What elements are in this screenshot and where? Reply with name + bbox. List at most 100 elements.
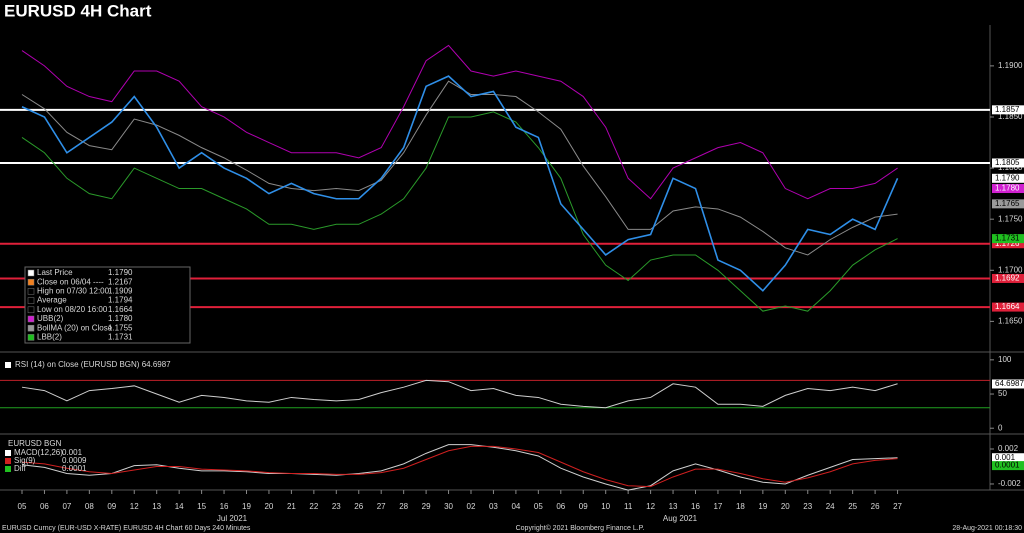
legend-label: BollMA (20) on Close	[37, 323, 113, 332]
legend-swatch	[5, 450, 11, 456]
x-tick-label: 28	[399, 502, 408, 511]
legend-value: 1.1755	[108, 323, 133, 332]
x-tick-label: 21	[287, 502, 296, 511]
series-line	[21, 75, 899, 292]
x-tick-label: 30	[444, 502, 453, 511]
x-tick-label: 20	[264, 502, 273, 511]
price-marker	[992, 173, 1024, 183]
legend-label: UBB(2)	[37, 314, 64, 323]
series-line	[21, 80, 898, 256]
legend-swatch	[27, 288, 35, 295]
x-tick-label: 11	[624, 502, 633, 511]
series-line	[21, 111, 898, 312]
y-tick-label: 1.1650	[998, 316, 1023, 325]
price-marker	[992, 234, 1024, 244]
legend-swatch	[27, 324, 35, 332]
legend-value: 0.001	[62, 448, 83, 457]
x-tick-label: 24	[826, 502, 835, 511]
level-box	[992, 105, 1024, 115]
price-marker	[992, 379, 1024, 389]
level-label: 1.1692	[995, 274, 1020, 283]
y-tick-label: 50	[998, 389, 1007, 398]
panel-title: RSI (14) on Close (EURUSD BGN) 64.6987	[15, 360, 171, 369]
x-tick-label: 06	[556, 502, 565, 511]
x-tick-label: 13	[669, 502, 678, 511]
panel-title: EURUSD BGN	[8, 439, 62, 448]
x-tick-label: 20	[781, 502, 790, 511]
x-tick-label: 27	[377, 502, 386, 511]
legend-box	[24, 266, 191, 344]
level-box	[992, 302, 1024, 312]
price-marker	[992, 461, 1024, 471]
legend-swatch	[27, 334, 35, 341]
footer: 28-Aug-2021 00:18:30	[952, 525, 1022, 532]
x-tick-label: 26	[871, 502, 880, 511]
y-tick-label: -0.002	[998, 479, 1021, 488]
x-tick-label: 10	[601, 502, 610, 511]
footer: Copyright© 2021 Bloomberg Finance L.P.	[516, 524, 645, 532]
series-line	[21, 445, 898, 488]
month-label: Jul 2021	[217, 514, 248, 523]
legend-label: High on 07/30 12:00	[37, 287, 110, 296]
legend-value: 1.1794	[108, 296, 133, 305]
level-box	[992, 158, 1024, 168]
legend-value: 1.1664	[108, 305, 133, 314]
legend-label: Average	[37, 296, 67, 305]
level-box	[992, 239, 1024, 249]
legend-label: LBB(2)	[37, 333, 62, 342]
legend-swatch	[5, 466, 11, 472]
y-tick-label: 100	[998, 355, 1012, 364]
legend-value: 1.1790	[108, 268, 133, 277]
x-tick-label: 04	[511, 502, 520, 511]
x-tick-label: 17	[713, 502, 722, 511]
level-label: 1.1805	[995, 158, 1020, 167]
price-marker	[992, 199, 1024, 209]
price-marker	[992, 453, 1024, 463]
legend-value: 0.0009	[62, 456, 87, 465]
x-tick-label: 18	[736, 502, 745, 511]
legend-swatch	[27, 269, 35, 277]
level-box	[992, 273, 1024, 283]
chart-title: EURUSD 4H Chart	[4, 1, 152, 20]
legend-value: 1.1780	[108, 314, 133, 323]
marker-label: 1.1790	[995, 173, 1020, 182]
x-tick-label: 15	[197, 502, 206, 511]
marker-label: 1.1731	[995, 234, 1020, 243]
x-tick-label: 25	[848, 502, 857, 511]
footer: EURUSD Curncy (EUR-USD X-RATE) EURUSD 4H…	[2, 525, 251, 532]
legend-swatch	[5, 458, 11, 464]
x-tick-label: 06	[40, 502, 49, 511]
y-tick-label: 1.1850	[998, 112, 1023, 121]
legend-swatch	[5, 362, 11, 368]
series-line	[21, 379, 898, 409]
legend-value: 0.0001	[62, 464, 87, 473]
x-tick-label: 19	[758, 502, 767, 511]
x-tick-label: 08	[85, 502, 94, 511]
legend-value: 1.1731	[108, 333, 133, 342]
marker-label: 1.1765	[995, 199, 1020, 208]
level-label: 1.1664	[995, 302, 1020, 311]
x-tick-label: 12	[646, 502, 655, 511]
y-tick-label: 1.1750	[998, 214, 1023, 223]
legend-label: Close on 06/04 ----	[37, 277, 104, 286]
y-tick-label: 1.1900	[998, 61, 1023, 70]
legend-swatch	[27, 278, 35, 286]
x-tick-label: 29	[422, 502, 431, 511]
x-tick-label: 05	[534, 502, 543, 511]
x-tick-label: 27	[893, 502, 902, 511]
x-tick-label: 16	[220, 502, 229, 511]
x-tick-label: 19	[242, 502, 251, 511]
x-tick-label: 16	[691, 502, 700, 511]
x-tick-label: 22	[309, 502, 318, 511]
legend-value: 1.2167	[108, 277, 133, 286]
x-tick-label: 02	[467, 502, 476, 511]
x-tick-label: 09	[579, 502, 588, 511]
marker-label: 64.6987	[995, 379, 1024, 388]
x-tick-label: 14	[175, 502, 184, 511]
x-tick-label: 03	[489, 502, 498, 511]
legend-label: Diff	[14, 464, 27, 473]
x-tick-label: 13	[152, 502, 161, 511]
legend-label: Low on 08/20 16:00	[37, 305, 108, 314]
y-tick-label: 0.002	[998, 444, 1019, 453]
